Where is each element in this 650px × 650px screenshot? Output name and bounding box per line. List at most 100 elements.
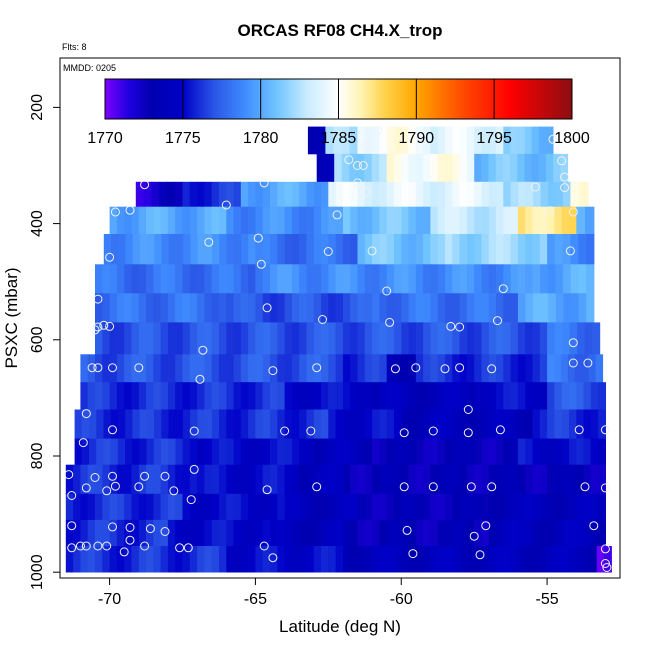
heatmap-cell (415, 546, 424, 573)
heatmap-cell (525, 264, 534, 294)
heatmap-cell (474, 382, 483, 410)
heatmap-cell (437, 354, 446, 383)
observation-point (175, 543, 185, 553)
heatmap-cell (328, 322, 337, 355)
heatmap-cell (89, 438, 97, 466)
heatmap-cell (415, 464, 424, 495)
heatmap-cell (576, 464, 585, 495)
heatmap-cell (496, 264, 504, 294)
heatmap-cell (233, 264, 242, 294)
heatmap-cell (335, 438, 344, 466)
observation-point (256, 259, 266, 269)
heatmap-cell (531, 126, 540, 155)
heatmap-cell (510, 293, 519, 323)
heatmap-cell (452, 519, 461, 547)
heatmap-cell (532, 322, 541, 355)
observation-point (382, 286, 392, 296)
heatmap-cell (284, 464, 293, 495)
heatmap-cell (430, 126, 439, 155)
heatmap-cell (569, 438, 577, 466)
heatmap-cell (161, 409, 170, 439)
heatmap-cell (350, 322, 359, 355)
observation-point (463, 428, 473, 438)
heatmap-cell (579, 181, 589, 208)
heatmap-cell (65, 464, 74, 495)
observation-point (108, 363, 117, 373)
heatmap-cell (154, 409, 162, 439)
heatmap-cell (394, 464, 402, 495)
heatmap-cell (167, 322, 176, 355)
heatmap-cell (350, 493, 359, 521)
heatmap-cell (569, 464, 577, 495)
heatmap-cell (284, 354, 293, 383)
heatmap-cell (583, 493, 592, 521)
heatmap-cell (131, 493, 140, 521)
heatmap-cell (554, 409, 563, 439)
heatmap-cell (590, 519, 599, 547)
heatmap-cell (226, 382, 235, 410)
observation-point (344, 155, 354, 165)
heatmap-cell (578, 293, 587, 323)
heatmap-cell (182, 293, 191, 323)
heatmap-cell (539, 409, 548, 439)
observation-point (583, 358, 593, 368)
heatmap-cell (226, 354, 235, 383)
observation-point (399, 428, 409, 438)
heatmap-cell (459, 153, 468, 184)
observation-point (140, 471, 150, 481)
heatmap-cell (102, 382, 111, 410)
heatmap-cell (569, 493, 577, 521)
heatmap-cell (379, 234, 388, 265)
heatmap-cell (189, 181, 198, 208)
observation-point (600, 544, 610, 554)
heatmap-cell (408, 493, 417, 521)
heatmap-cell (262, 409, 271, 439)
heatmap-cell (262, 464, 271, 495)
heatmap-cell (423, 382, 431, 410)
heatmap-cell (430, 519, 439, 547)
heatmap-cell (394, 354, 402, 383)
heatmap-cell (197, 293, 205, 323)
heatmap-cell (598, 382, 606, 410)
heatmap-cell (313, 234, 322, 265)
heatmap-cell (335, 181, 344, 208)
heatmap-cell (73, 519, 81, 547)
heatmap-cell (167, 464, 176, 495)
heatmap-cell (459, 206, 468, 235)
heatmap-cell (546, 546, 555, 573)
heatmap-cell (517, 206, 526, 235)
heatmap-cell (481, 181, 490, 208)
observation-point (440, 364, 450, 374)
heatmap-cell (415, 264, 424, 294)
heatmap-cell (474, 322, 483, 355)
heatmap-cell (131, 293, 140, 323)
heatmap-cell (379, 354, 388, 383)
heatmap-cell (459, 264, 468, 294)
heatmap-cell (291, 438, 300, 466)
heatmap-cell (102, 322, 111, 355)
heatmap-cell (240, 493, 249, 521)
heatmap-cell (445, 153, 453, 184)
heatmap-cell (430, 382, 439, 410)
heatmap-cell (474, 153, 482, 184)
heatmap-cell (488, 438, 497, 466)
heatmap-cell (248, 234, 256, 265)
observation-point (81, 409, 91, 419)
heatmap-cell (284, 519, 293, 547)
heatmap-cell (576, 493, 585, 521)
heatmap-cell (277, 438, 286, 466)
heatmap-cell (576, 409, 585, 439)
heatmap-cell (248, 382, 256, 410)
heatmap-cell (233, 409, 242, 439)
observation-point (262, 485, 272, 495)
heatmap-cell (415, 153, 424, 184)
heatmap-cell (488, 464, 497, 495)
heatmap-cell (459, 546, 468, 573)
heatmap-cell (131, 464, 140, 495)
heatmap-cell (561, 519, 570, 547)
heatmap-cell (73, 493, 81, 521)
heatmap-cell (182, 464, 191, 495)
heatmap-cell (401, 126, 410, 155)
heatmap-cell (325, 126, 334, 155)
heatmap-cell (423, 464, 431, 495)
